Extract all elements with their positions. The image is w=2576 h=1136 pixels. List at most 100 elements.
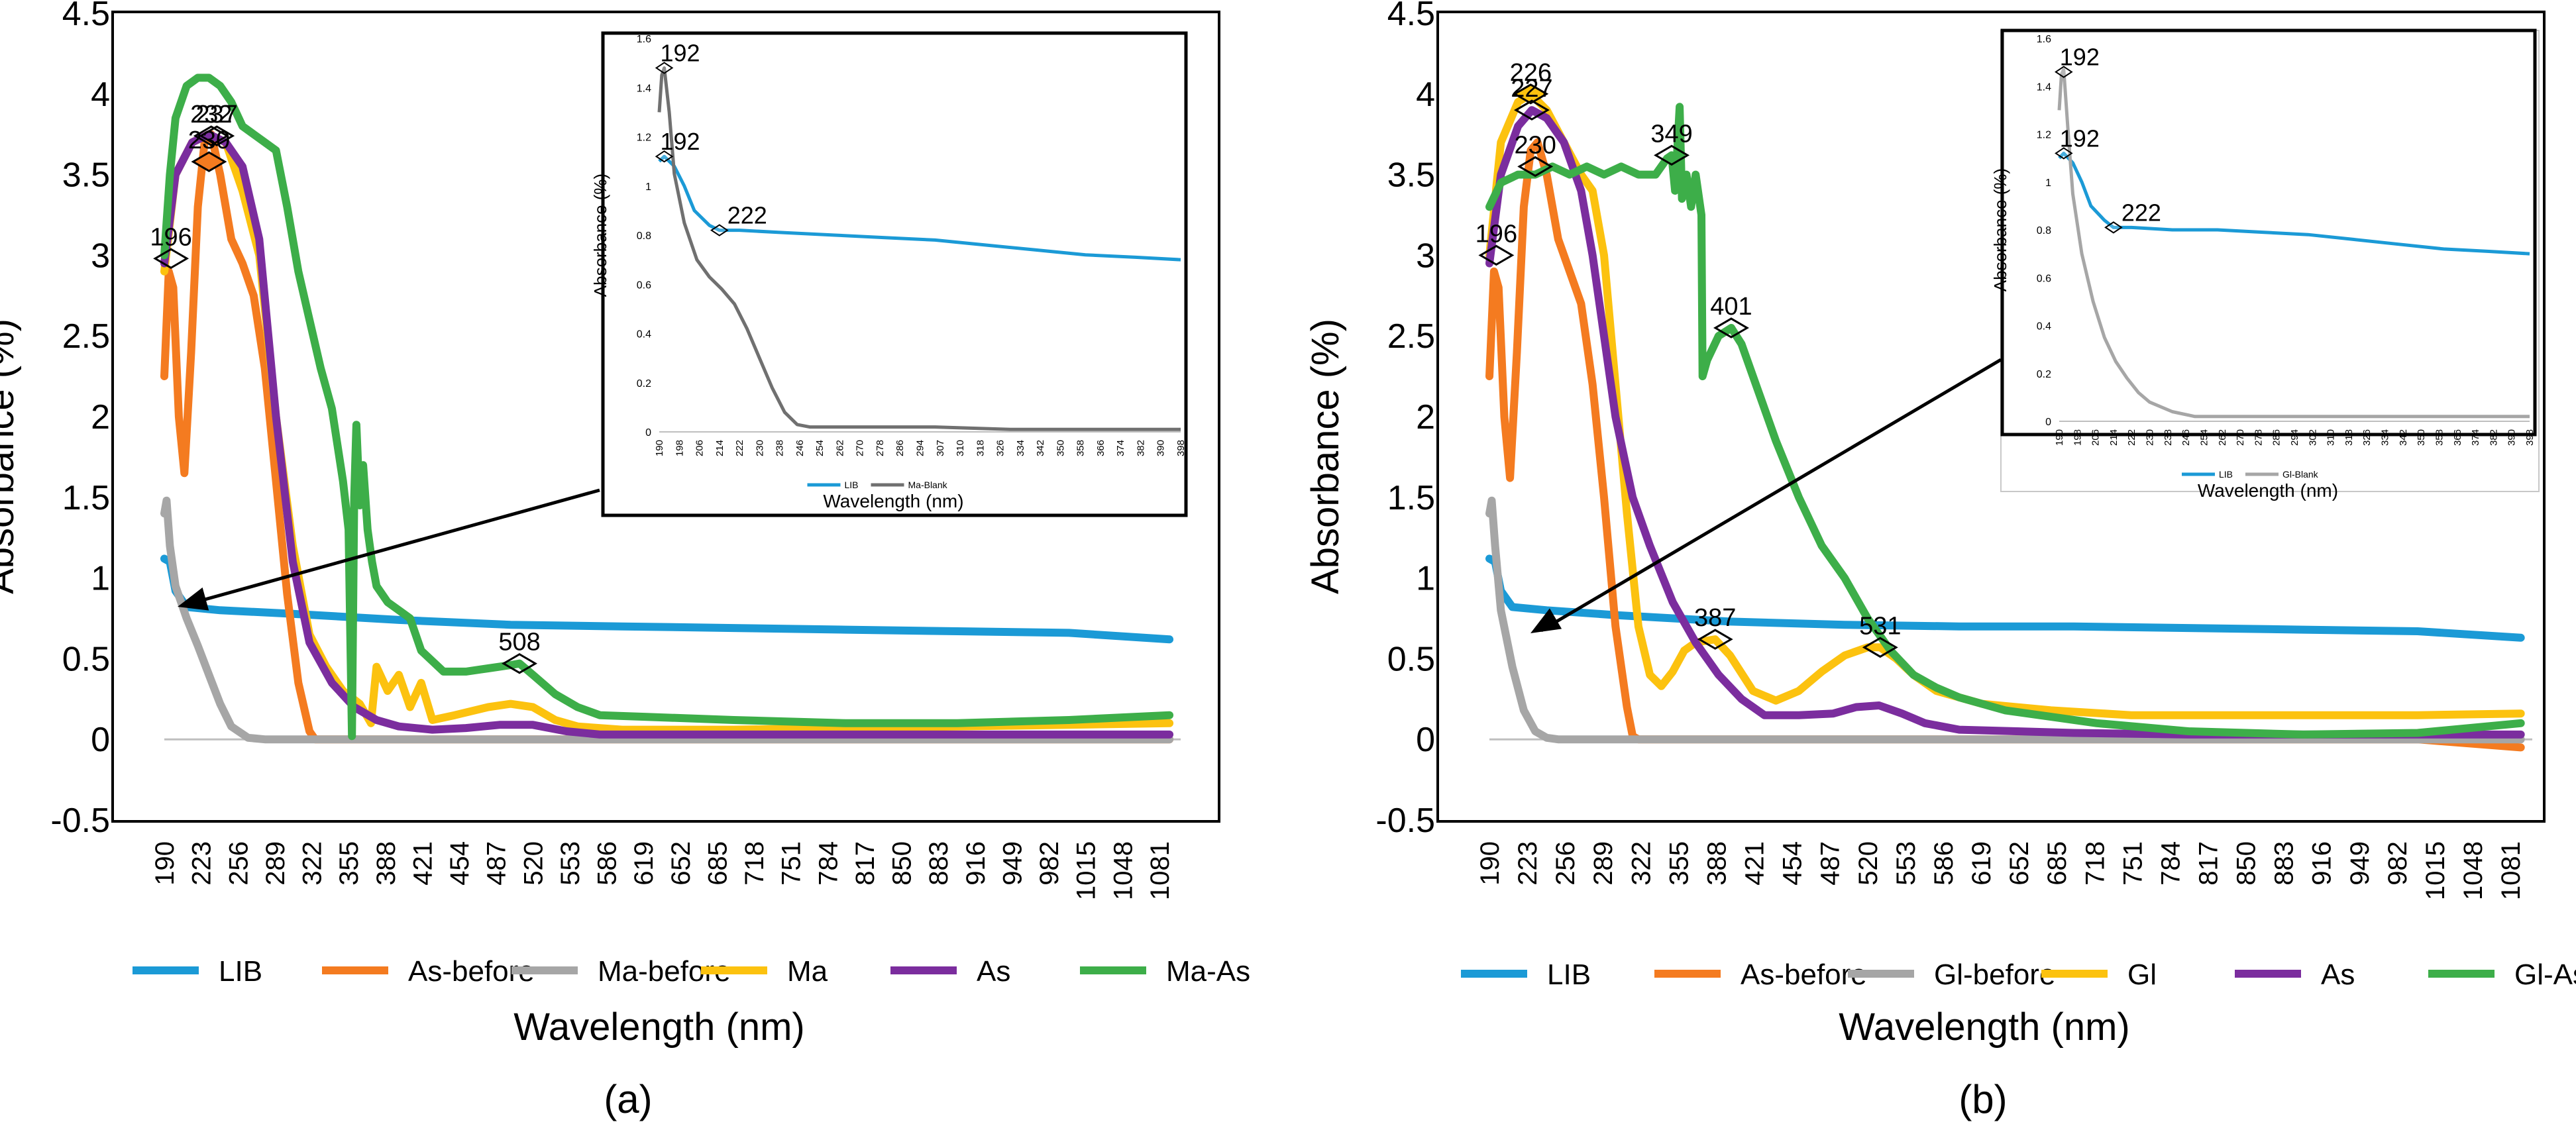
legend-label-ma-as: Ma-As — [1166, 955, 1250, 988]
inset-y-tick-label: 0 — [2045, 417, 2051, 428]
x-tick-label: 949 — [2345, 841, 2375, 886]
x-tick-label: 652 — [2005, 841, 2034, 886]
x-tick-label: 619 — [629, 841, 659, 886]
legend-label-as-before: As-before — [1741, 958, 1867, 991]
annotation-marker — [199, 125, 235, 146]
y-tick-label: 1.5 — [1387, 479, 1435, 517]
inset-x-tick-label: 246 — [2180, 429, 2192, 446]
y-tick-label: 3 — [91, 236, 110, 275]
inset-x-tick-label: 206 — [694, 440, 706, 456]
inset-x-tick-label: 190 — [2054, 429, 2065, 446]
inset-y-tick-label: 0.2 — [2037, 369, 2051, 380]
inset-annotation-label: 222 — [2121, 199, 2161, 226]
annotation-marker — [1654, 144, 1690, 166]
x-tick-label: 289 — [261, 841, 290, 886]
x-tick-label: 1081 — [1146, 841, 1175, 900]
inset-x-tick-label: 254 — [2198, 429, 2210, 446]
y-tick-label: -0.5 — [1375, 801, 1435, 840]
y-tick-label: 2.5 — [1387, 317, 1435, 356]
inset-x-tick-label: 334 — [1015, 440, 1026, 456]
inset-y-tick-label: 0.4 — [2037, 321, 2051, 333]
legend-label-lib: LIB — [219, 955, 262, 988]
x-tick-label: 982 — [2383, 841, 2412, 886]
annotation-marker — [1478, 244, 1515, 266]
inset-y-tick-label: 1 — [2045, 178, 2051, 189]
x-tick-label: 817 — [851, 841, 880, 886]
inset-legend-label-lib: LIB — [845, 480, 859, 490]
inset-x-tick-label: 198 — [674, 440, 685, 456]
pointer-arrow-line — [1540, 358, 2002, 633]
annotation-label: 349 — [1650, 120, 1692, 148]
series-line-lib — [160, 554, 1174, 644]
annotation-label: 401 — [1710, 293, 1752, 321]
inset-y-tick-label: 1.4 — [637, 83, 651, 94]
annotation-label: 237 — [196, 101, 238, 129]
annotation-label: 226 — [1510, 59, 1552, 87]
x-tick-label: 1081 — [2496, 841, 2526, 900]
series-line-as — [160, 130, 1174, 739]
x-tick-label: 586 — [1929, 841, 1959, 886]
inset-x-tick-label: 307 — [935, 440, 946, 456]
inset-y-tick-label: 0.6 — [637, 280, 651, 291]
inset-x-tick-label: 302 — [2307, 429, 2318, 446]
plot-frame — [111, 11, 1220, 823]
inset-y-tick-label: 1 — [645, 181, 651, 193]
panel-a: 4.5 4 3.5 3 2.5 2 1.5 1 0.5 0 -0.5 190 223 256 289 322 3… — [0, 0, 1250, 1121]
y-tick-label: 2.5 — [62, 317, 110, 356]
inset-x-tick-label: 286 — [2271, 429, 2282, 446]
inset-x-tick-label: 342 — [1035, 440, 1046, 456]
inset-x-tick-label: 246 — [794, 440, 806, 456]
inset-y-tick-label: 1.2 — [637, 132, 651, 144]
x-tick-label: 1015 — [2421, 841, 2450, 900]
inset-annotation-label: 192 — [661, 40, 700, 67]
x-tick-label: 850 — [2232, 841, 2261, 886]
inset-x-tick-label: 326 — [2361, 429, 2373, 446]
inset-x-tick-label: 206 — [2090, 429, 2102, 446]
annotation-label: 232 — [190, 101, 232, 129]
inset-x-tick-label: 262 — [2217, 429, 2228, 446]
inset-y-tick-label: 0.6 — [2037, 273, 2051, 284]
x-tick-label: 784 — [2156, 841, 2185, 886]
inset-x-tick-label: 326 — [995, 440, 1006, 456]
inset-x-tick-label: 294 — [2289, 429, 2300, 446]
inset-x-tick-label: 350 — [1055, 440, 1066, 456]
y-tick-label: 1 — [91, 560, 110, 598]
x-tick-label: 223 — [1513, 841, 1542, 886]
inset-y-tick-label: 1.6 — [2037, 34, 2051, 45]
x-tick-label: 883 — [924, 841, 953, 886]
y-axis-title: Absorbance (%) — [0, 319, 22, 594]
annotation-marker — [1713, 317, 1749, 338]
inset-y-tick-label: 0.8 — [2037, 225, 2051, 236]
inset-x-tick-label: 214 — [714, 440, 725, 456]
plot-frame — [1436, 11, 2546, 823]
annotation-marker — [153, 248, 189, 270]
x-tick-label: 751 — [2118, 841, 2147, 886]
annotation-marker — [193, 125, 229, 146]
inset-y-tick-label: 0.2 — [637, 378, 651, 389]
annotation-label: 227 — [1511, 75, 1552, 103]
inset-x-tick-label: 190 — [654, 440, 665, 456]
x-tick-label: 685 — [703, 841, 732, 886]
inset-x-tick-label: 374 — [1115, 440, 1126, 456]
x-tick-label: 949 — [998, 841, 1027, 886]
inset-x-tick-label: 222 — [734, 440, 745, 456]
x-tick-label: 718 — [2080, 841, 2110, 886]
y-tick-label: -0.5 — [50, 801, 110, 840]
x-tick-label: 685 — [2043, 841, 2072, 886]
x-tick-label: 553 — [1892, 841, 1921, 886]
annotation-marker — [1862, 637, 1898, 658]
inset-y-tick-label: 1.4 — [2037, 81, 2051, 93]
inset-y-tick-label: 0 — [645, 427, 651, 439]
x-tick-label: 454 — [445, 841, 474, 886]
y-tick-label: 4.5 — [1387, 0, 1435, 33]
inset-x-tick-label: 238 — [775, 440, 786, 456]
inset-annotation-label: 222 — [727, 202, 767, 229]
x-tick-label: 421 — [408, 841, 437, 886]
inset-x-tick-label: 390 — [2506, 429, 2518, 446]
x-tick-label: 223 — [188, 841, 217, 886]
x-tick-label: 718 — [740, 841, 769, 886]
annotation-marker — [1514, 99, 1550, 121]
inset-series-line-lib — [658, 154, 1181, 262]
legend-label-lib: LIB — [1547, 958, 1591, 991]
